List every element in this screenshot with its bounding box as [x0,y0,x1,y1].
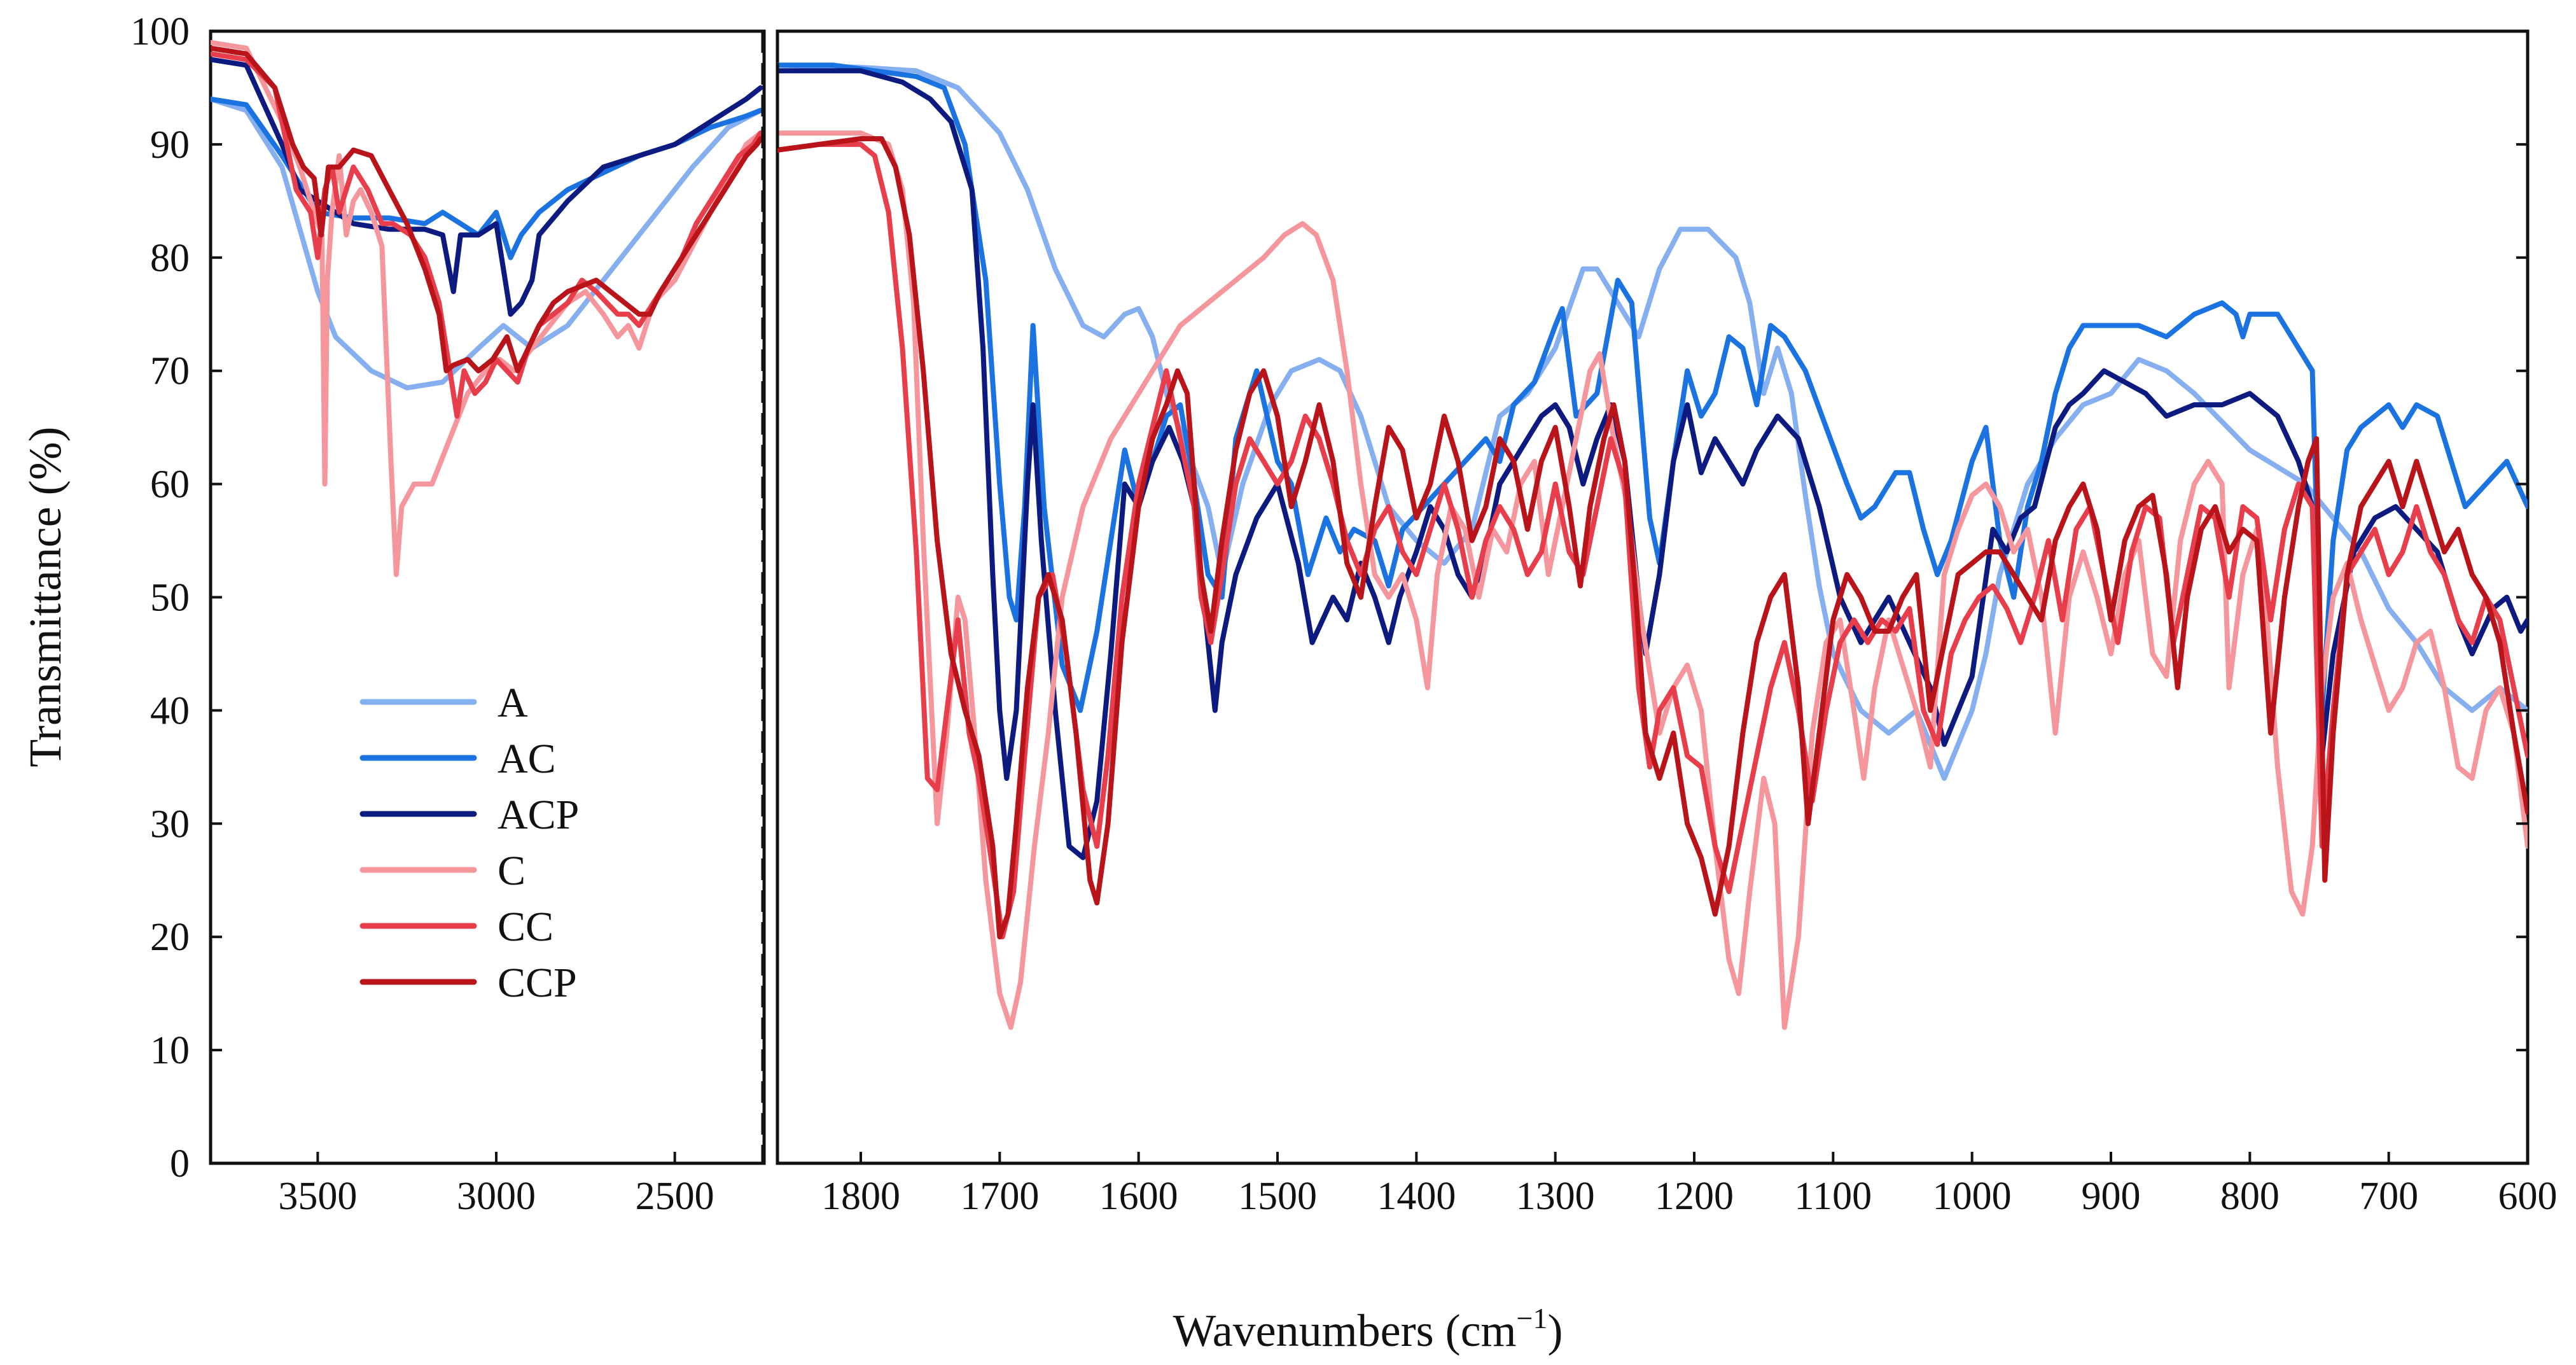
right-x-tick-label-1300: 1300 [1516,1175,1595,1218]
y-tick-label-90: 90 [150,123,190,167]
legend-label-acp: ACP [498,792,579,838]
y-tick-label-0: 0 [170,1142,190,1186]
axis-break [761,31,779,1163]
right-x-ticks: 1800 1700 1600 1500 1400 1300 1200 1100 1000 900 8… [821,1152,2558,1218]
series-cc-left [211,51,763,419]
series-acp-right [777,68,2528,860]
right-x-tick-label-1600: 1600 [1099,1175,1178,1218]
x-axis-title-superscript: −1 [1517,1302,1548,1334]
right-x-tick-label-1100: 1100 [1794,1175,1872,1218]
left-x-tick-label-2500: 2500 [636,1175,714,1218]
right-x-tick-label-800: 800 [2220,1175,2280,1218]
left-panel: 3500 3000 2500 [209,29,766,1218]
x-axis-title: Wavenumbers (cm−1) [1173,1302,1563,1356]
x-axis-title-close: ) [1547,1305,1563,1356]
left-x-ticks: 3500 3000 2500 [278,1152,714,1218]
y-tick-label-30: 30 [150,802,190,846]
right-x-tick-label-600: 600 [2498,1175,2558,1218]
y-tick-label-50: 50 [150,577,190,620]
right-panel: 1800 1700 1600 1500 1400 1300 1200 1100 1000 900 8… [776,29,2558,1218]
legend-label-ccp: CCP [498,960,577,1006]
left-x-tick-label-3000: 3000 [457,1175,536,1218]
y-tick-label-10: 10 [150,1029,190,1072]
y-axis-ticks: 0 10 20 30 40 50 60 70 80 90 100 [130,10,2528,1186]
y-tick-label-20: 20 [150,916,190,959]
series-a-left [211,96,763,391]
right-x-tick-label-1800: 1800 [821,1175,900,1218]
series-cc-right [777,141,2528,940]
right-x-tick-label-1400: 1400 [1377,1175,1456,1218]
series-ccp-left [211,45,763,374]
legend-label-ac: AC [498,736,556,782]
series-acp-left [211,57,763,317]
series-ccp-right [777,136,2528,940]
x-axis-title-main: Wavenumbers (cm [1173,1305,1517,1356]
left-x-tick-label-3500: 3500 [278,1175,357,1218]
right-x-tick-label-1200: 1200 [1655,1175,1734,1218]
y-axis-title: Transmittance (%) [20,426,71,767]
legend-label-cc: CC [498,904,553,950]
left-panel-series [211,39,763,577]
legend-label-a: A [498,680,528,726]
right-x-tick-label-1000: 1000 [1933,1175,2012,1218]
right-x-tick-label-900: 900 [2082,1175,2141,1218]
series-a-right [777,62,2528,781]
y-tick-label-100: 100 [130,10,190,53]
right-x-tick-label-1500: 1500 [1238,1175,1317,1218]
y-tick-label-60: 60 [150,463,190,507]
y-tick-label-80: 80 [150,237,190,280]
y-tick-label-40: 40 [150,689,190,732]
y-tick-label-70: 70 [150,350,190,393]
right-x-tick-label-1700: 1700 [960,1175,1039,1218]
right-x-tick-label-700: 700 [2359,1175,2418,1218]
series-c-left [211,39,763,577]
right-panel-series [777,62,2528,1030]
legend-label-c: C [498,848,526,894]
